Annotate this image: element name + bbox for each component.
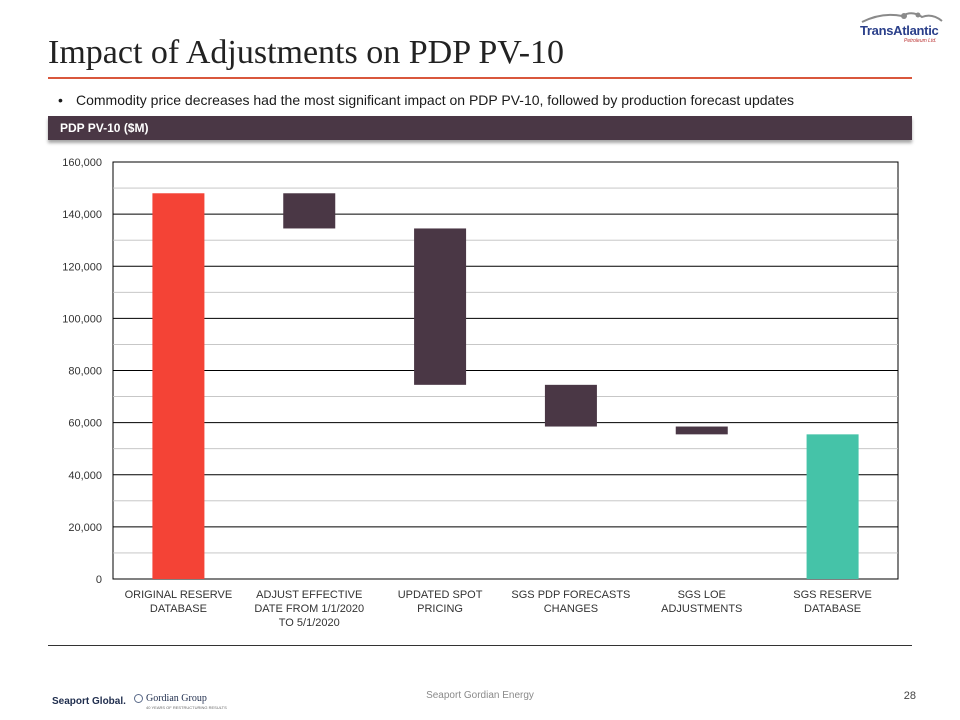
decrease-bar bbox=[675, 426, 728, 435]
y-tick-label: 80,000 bbox=[68, 366, 102, 378]
x-category-label: PRICING bbox=[417, 603, 463, 615]
gordian-group-logo: Gordian Group bbox=[146, 693, 207, 704]
summary-bullet: Commodity price decreases had the most s… bbox=[58, 92, 795, 108]
x-category-label: ORIGINAL RESERVE bbox=[125, 589, 233, 601]
x-category-label: DATABASE bbox=[150, 603, 207, 615]
x-category-label: ADJUSTMENTS bbox=[661, 603, 742, 615]
x-category-label: SGS PDP FORECASTS bbox=[511, 589, 630, 601]
x-category-label: UPDATED SPOT bbox=[398, 589, 483, 601]
gordian-mark-icon bbox=[134, 694, 143, 703]
y-tick-label: 140,000 bbox=[62, 209, 102, 221]
x-category-label: DATABASE bbox=[804, 603, 861, 615]
summary-bullet-text: Commodity price decreases had the most s… bbox=[76, 92, 795, 108]
logo-name: TransAtlantic bbox=[860, 23, 939, 38]
x-category-label: CHANGES bbox=[544, 603, 598, 615]
logo-emblem-icon bbox=[861, 12, 943, 23]
seaport-global-logo: Seaport Global. bbox=[52, 696, 126, 707]
x-category-label: DATE FROM 1/1/2020 bbox=[254, 603, 364, 615]
y-tick-label: 100,000 bbox=[62, 313, 102, 325]
x-category-label: SGS RESERVE bbox=[793, 589, 872, 601]
y-tick-label: 160,000 bbox=[62, 157, 102, 169]
y-tick-label: 20,000 bbox=[68, 522, 102, 534]
x-category-label: TO 5/1/2020 bbox=[279, 617, 340, 629]
total-bar bbox=[806, 434, 859, 579]
total-bar bbox=[152, 193, 205, 579]
page-number: 28 bbox=[903, 690, 916, 702]
y-tick-label: 60,000 bbox=[68, 418, 102, 430]
decrease-bar bbox=[414, 228, 467, 385]
decrease-bar bbox=[283, 193, 336, 229]
gordian-group-tagline: 40 YEARS OF RESTRUCTURING RESULTS bbox=[146, 705, 227, 710]
page-title: Impact of Adjustments on PDP PV-10 bbox=[48, 34, 565, 71]
footer-text: Seaport Gordian Energy bbox=[426, 690, 534, 701]
chart-banner-title: PDP PV-10 ($M) bbox=[60, 121, 149, 135]
footer-divider bbox=[48, 645, 912, 646]
decrease-bar bbox=[544, 384, 597, 427]
x-category-label: ADJUST EFFECTIVE bbox=[256, 589, 362, 601]
y-tick-label: 120,000 bbox=[62, 261, 102, 273]
x-category-label: SGS LOE bbox=[678, 589, 726, 601]
title-underline bbox=[48, 77, 912, 79]
chart-banner: PDP PV-10 ($M) bbox=[48, 116, 912, 140]
logo-tagline: Petroleum Ltd. bbox=[904, 38, 937, 44]
transatlantic-logo: TransAtlantic Petroleum Ltd. bbox=[852, 8, 948, 50]
y-tick-label: 40,000 bbox=[68, 470, 102, 482]
y-tick-label: 0 bbox=[96, 574, 102, 586]
